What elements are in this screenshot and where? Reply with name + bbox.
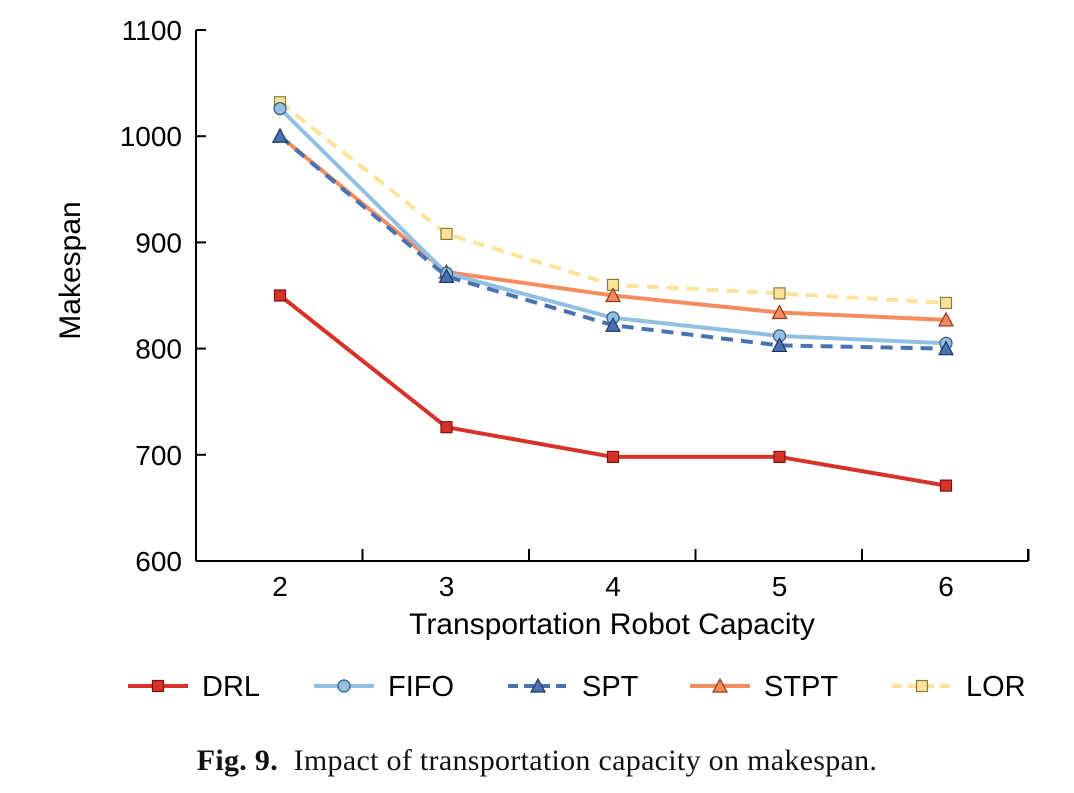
legend-item-fifo: FIFO bbox=[314, 671, 454, 703]
y-tick-label: 900 bbox=[135, 227, 182, 258]
series-line-fifo bbox=[278, 107, 947, 346]
data-point-lor bbox=[773, 287, 786, 300]
legend-marker bbox=[915, 679, 929, 693]
data-point-stpt bbox=[937, 311, 955, 327]
x-axis-title: Transportation Robot Capacity bbox=[409, 608, 815, 641]
y-tick-label: 600 bbox=[135, 546, 182, 577]
y-tick-label: 700 bbox=[135, 440, 182, 471]
legend-label: SPT bbox=[582, 671, 639, 703]
legend-item-spt: SPT bbox=[508, 671, 639, 703]
x-tick-label: 5 bbox=[772, 571, 788, 602]
legend-label: FIFO bbox=[388, 671, 454, 703]
data-point-stpt bbox=[771, 304, 788, 320]
legend-label: LOR bbox=[966, 671, 1026, 703]
y-tick-label: 800 bbox=[135, 334, 182, 365]
series-drl bbox=[273, 289, 953, 492]
data-point-drl bbox=[440, 421, 453, 434]
legend-label: STPT bbox=[764, 671, 838, 703]
x-tick-label: 3 bbox=[439, 571, 455, 602]
data-point-drl bbox=[273, 289, 287, 302]
data-point-spt bbox=[771, 337, 788, 353]
y-tick-labels: 600 700 800 900 1000 1100 bbox=[120, 15, 182, 577]
series-group bbox=[271, 96, 955, 492]
data-point-stpt bbox=[604, 287, 622, 303]
axes bbox=[195, 29, 1030, 562]
caption-text: Impact of transportation capacity on mak… bbox=[293, 744, 878, 777]
figure-caption: Fig. 9. Impact of transportation capacit… bbox=[0, 744, 1074, 778]
data-point-drl bbox=[773, 450, 786, 464]
data-point-lor bbox=[440, 227, 453, 241]
series-line-lor bbox=[278, 100, 947, 305]
data-point-lor bbox=[939, 296, 953, 310]
data-point-spt bbox=[271, 127, 289, 143]
data-point-drl bbox=[606, 450, 620, 464]
legend: DRL FIFO SPT STPT LOR bbox=[128, 671, 1026, 703]
x-tick-label: 2 bbox=[272, 571, 288, 602]
data-point-spt bbox=[937, 340, 955, 356]
legend-marker bbox=[337, 679, 351, 693]
legend-item-stpt: STPT bbox=[690, 671, 838, 703]
data-point-spt bbox=[438, 268, 455, 283]
data-point-fifo bbox=[273, 101, 287, 116]
data-point-spt bbox=[604, 316, 622, 332]
line-chart: 600 700 800 900 1000 1100 2 3 4 5 6 Transportatio… bbox=[54, 15, 1030, 703]
legend-item-lor: LOR bbox=[892, 671, 1026, 703]
series-spt bbox=[271, 127, 955, 356]
legend-marker bbox=[151, 679, 165, 693]
y-axis-title: Makespan bbox=[54, 201, 87, 339]
caption-label: Fig. 9. bbox=[196, 744, 279, 777]
legend-marker bbox=[529, 677, 547, 693]
y-tick-label: 1000 bbox=[120, 121, 182, 152]
legend-label: DRL bbox=[202, 671, 260, 703]
legend-marker bbox=[711, 677, 729, 693]
x-tick-label: 4 bbox=[605, 571, 621, 602]
x-tick-label: 6 bbox=[938, 571, 954, 602]
y-tick-label: 1100 bbox=[122, 15, 182, 46]
x-tick-labels: 2 3 4 5 6 bbox=[272, 571, 954, 602]
data-point-drl bbox=[939, 479, 953, 492]
series-fifo bbox=[273, 101, 953, 350]
legend-item-drl: DRL bbox=[128, 671, 260, 703]
